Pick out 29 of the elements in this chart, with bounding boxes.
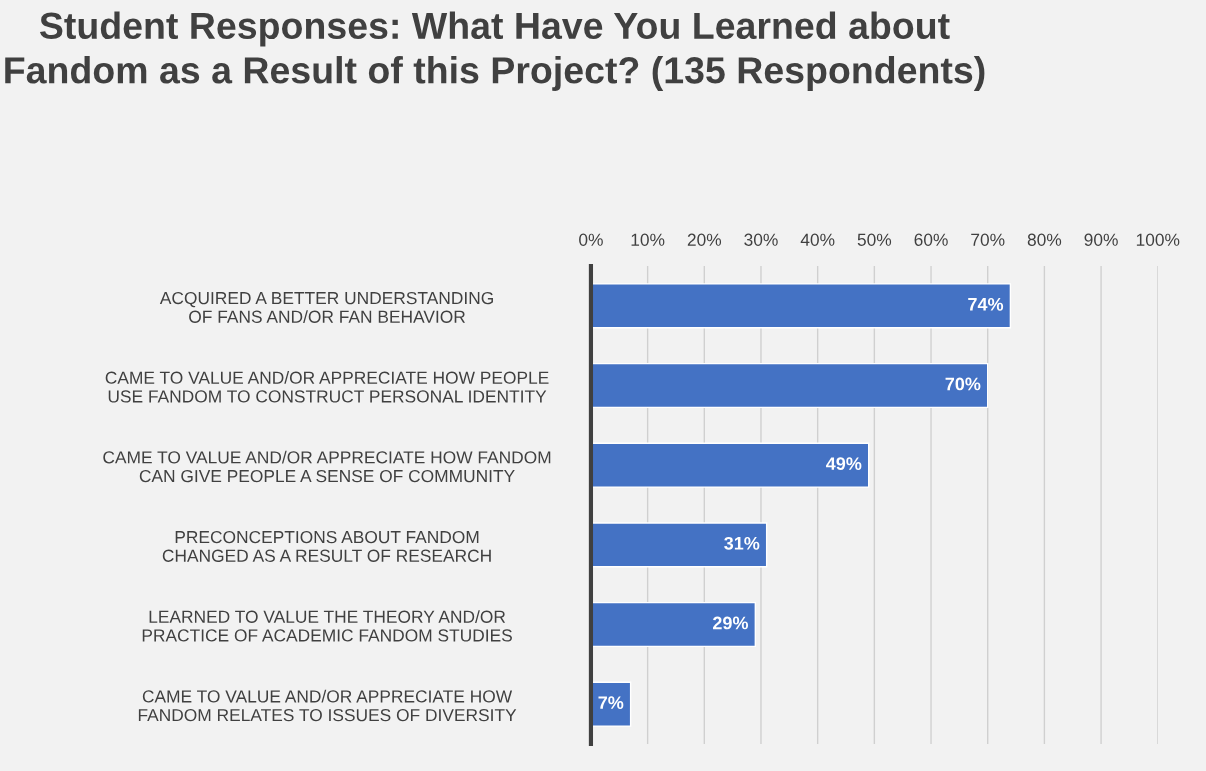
data-label: 74% bbox=[968, 297, 1004, 311]
x-tick-label: 50% bbox=[857, 233, 892, 246]
y-tick-label: PRECONCEPTIONS ABOUT FANDOM CHANGED AS A RESULT OF RESEARCH bbox=[162, 530, 491, 562]
bar bbox=[590, 601, 757, 648]
x-tick-label: 30% bbox=[744, 233, 778, 246]
bar bbox=[590, 442, 870, 488]
bar bbox=[590, 522, 768, 568]
data-label: 49% bbox=[826, 457, 862, 471]
x-tick-label: 40% bbox=[800, 233, 835, 246]
x-tick-label: 10% bbox=[631, 233, 665, 246]
x-tick-label: 70% bbox=[971, 233, 1005, 246]
x-tick-label: 90% bbox=[1084, 233, 1118, 246]
data-label: 29% bbox=[713, 616, 749, 630]
x-tick-label: 80% bbox=[1027, 233, 1062, 246]
data-label: 7% bbox=[598, 696, 624, 709]
bar bbox=[590, 362, 989, 409]
y-tick-label: CAME TO VALUE AND/OR APPRECIATE HOW FANDOM RELATES TO ISSUES OF DIVERSITY bbox=[138, 689, 517, 722]
y-tick-label: LEARNED TO VALUE THE THEORY AND/OR PRACTICE OF ACADEMIC FANDOM STUDIES bbox=[142, 610, 512, 642]
chart-title: Student Responses: What Have You Learned about Fandom as a Result of this Project? (135 Respondents) bbox=[5, 11, 985, 91]
bar bbox=[590, 283, 1012, 329]
y-tick-label: CAME TO VALUE AND/OR APPRECIATE HOW PEOPLE USE FANDOM TO CONSTRUCT PERSONAL IDENTITY bbox=[105, 371, 549, 403]
data-label: 31% bbox=[724, 536, 760, 550]
y-tick-label: CAME TO VALUE AND/OR APPRECIATE HOW FANDOM CAN GIVE PEOPLE A SENSE OF COMMUNITY bbox=[103, 450, 551, 483]
x-tick-label: 60% bbox=[914, 233, 948, 246]
x-tick-label: 0% bbox=[579, 233, 603, 246]
data-label: 70% bbox=[945, 377, 981, 391]
x-tick-label: 20% bbox=[687, 233, 722, 246]
x-tick-label: 100% bbox=[1136, 233, 1180, 246]
y-tick-label: ACQUIRED A BETTER UNDERSTANDING OF FANS AND/OR FAN BEHAVIOR bbox=[159, 291, 493, 323]
